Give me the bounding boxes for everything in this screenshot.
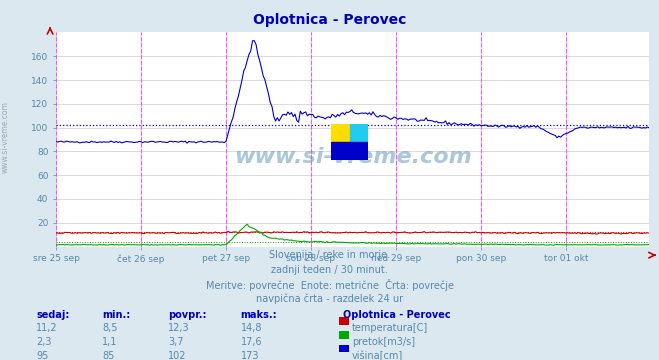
- Text: min.:: min.:: [102, 310, 130, 320]
- Text: 12,3: 12,3: [168, 323, 190, 333]
- Text: 102: 102: [168, 351, 186, 360]
- Text: zadnji teden / 30 minut.: zadnji teden / 30 minut.: [271, 265, 388, 275]
- Text: 3,7: 3,7: [168, 337, 184, 347]
- Text: navpična črta - razdelek 24 ur: navpična črta - razdelek 24 ur: [256, 293, 403, 304]
- Text: 95: 95: [36, 351, 49, 360]
- Text: 17,6: 17,6: [241, 337, 262, 347]
- Text: višina[cm]: višina[cm]: [352, 351, 403, 360]
- Text: maks.:: maks.:: [241, 310, 277, 320]
- Text: 173: 173: [241, 351, 259, 360]
- Text: 8,5: 8,5: [102, 323, 118, 333]
- Bar: [331, 142, 368, 160]
- Text: www.si-vreme.com: www.si-vreme.com: [234, 147, 471, 167]
- Text: 1,1: 1,1: [102, 337, 117, 347]
- Bar: [350, 124, 368, 142]
- Text: www.si-vreme.com: www.si-vreme.com: [1, 101, 10, 173]
- Bar: [331, 124, 350, 142]
- Text: 85: 85: [102, 351, 115, 360]
- Text: 11,2: 11,2: [36, 323, 58, 333]
- Text: Slovenija / reke in morje.: Slovenija / reke in morje.: [269, 250, 390, 260]
- Text: Oplotnica - Perovec: Oplotnica - Perovec: [343, 310, 450, 320]
- Text: Oplotnica - Perovec: Oplotnica - Perovec: [253, 13, 406, 27]
- Text: temperatura[C]: temperatura[C]: [352, 323, 428, 333]
- Text: 14,8: 14,8: [241, 323, 262, 333]
- Text: 2,3: 2,3: [36, 337, 52, 347]
- Text: Meritve: povrečne  Enote: metrične  Črta: povrečje: Meritve: povrečne Enote: metrične Črta: …: [206, 279, 453, 291]
- Text: sedaj:: sedaj:: [36, 310, 70, 320]
- Text: povpr.:: povpr.:: [168, 310, 206, 320]
- Text: pretok[m3/s]: pretok[m3/s]: [352, 337, 415, 347]
